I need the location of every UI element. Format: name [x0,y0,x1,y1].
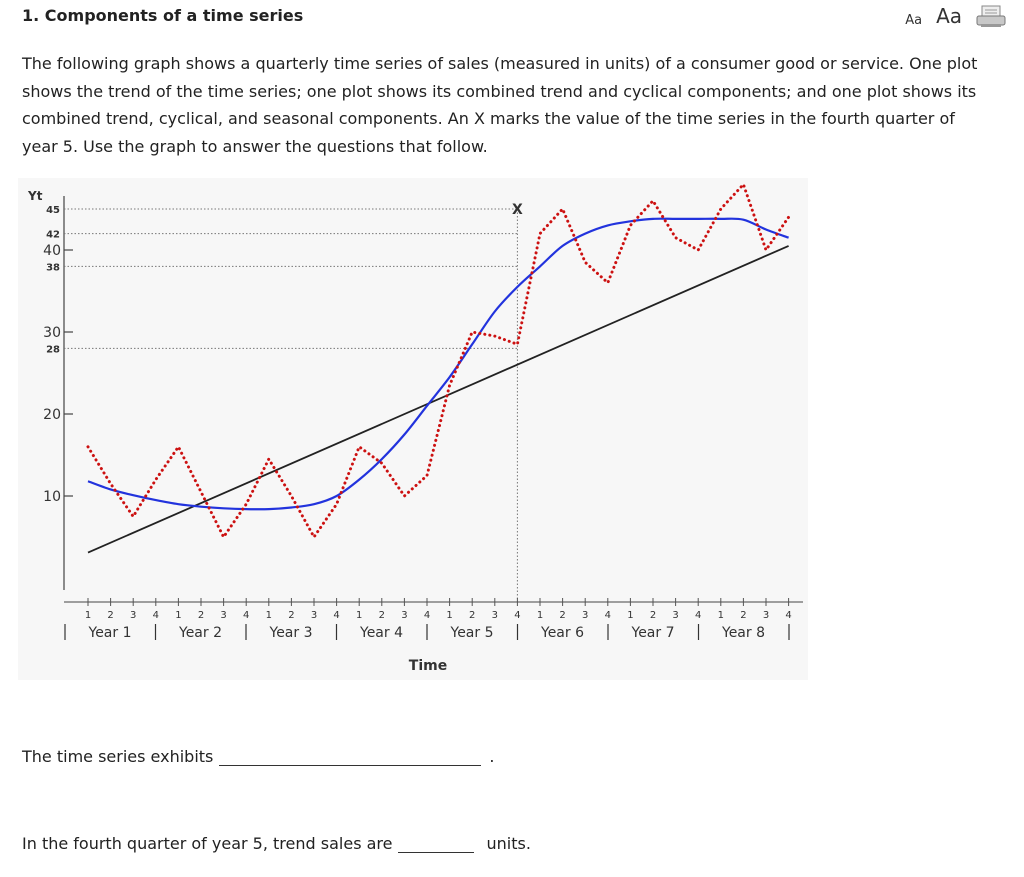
question-1-suffix: . [489,747,495,766]
quarter-label: 1 [266,610,272,621]
year-label: Year 2 [178,625,222,641]
quarter-label: 2 [559,610,565,621]
year-label: Year 6 [540,625,584,641]
quarter-label: 4 [605,610,611,621]
year-label: Year 1 [88,625,132,641]
quarter-label: 4 [243,610,249,621]
y-axis-label: Yt [27,189,43,203]
intro-paragraph: The following graph shows a quarterly ti… [22,54,978,156]
trend-line [87,245,789,554]
quarter-label: 1 [718,610,724,621]
increase-font-button[interactable]: Aa [936,4,962,28]
chart-background [18,178,808,680]
quarter-label: 4 [785,610,791,621]
y-tick-label: 20 [43,407,61,423]
quarter-label: 4 [695,610,701,621]
question-2-suffix: units. [486,834,531,853]
y-tick-label: 10 [43,489,61,505]
year-label: Year 4 [359,625,403,641]
question-1: The time series exhibits . [22,743,494,766]
y-ref-tick-label: 28 [46,344,60,355]
x-marker: X [512,202,523,218]
question-2: In the fourth quarter of year 5, trend s… [22,830,531,853]
quarter-label: 1 [537,610,543,621]
year-label: Year 8 [721,625,765,641]
quarter-label: 2 [650,610,656,621]
y-ref-tick-label: 38 [46,262,60,273]
quarter-label: 4 [333,610,339,621]
y-tick-label: 30 [43,325,61,341]
quarter-label: 3 [672,610,678,621]
year-label: Year 5 [450,625,494,641]
year-label: Year 3 [269,625,313,641]
toolbar: Aa Aa [905,4,1006,28]
quarter-label: 1 [356,610,362,621]
quarter-label: 4 [153,610,159,621]
y-ref-tick-label: 45 [46,205,60,216]
quarter-label: 1 [627,610,633,621]
quarter-label: 3 [763,610,769,621]
quarter-label: 1 [446,610,452,621]
question-2-text: In the fourth quarter of year 5, trend s… [22,834,393,853]
quarter-label: 3 [311,610,317,621]
quarter-label: 3 [492,610,498,621]
question-2-dropdown[interactable] [398,830,475,853]
x-axis-label: Time [409,658,447,674]
question-1-dropdown[interactable] [219,743,482,766]
trend-cyclical-curve [87,217,789,511]
quarter-label: 4 [514,610,520,621]
quarter-label: 1 [175,610,181,621]
quarter-label: 2 [740,610,746,621]
year-label: Year 7 [631,625,675,641]
print-icon[interactable] [976,4,1006,28]
y-ref-tick-label: 42 [46,230,60,241]
quarter-label: 1 [85,610,91,621]
quarter-label: 2 [379,610,385,621]
quarter-label: 3 [401,610,407,621]
quarter-label: 4 [424,610,430,621]
question-1-text: The time series exhibits [22,747,214,766]
quarter-label: 2 [198,610,204,621]
quarter-label: 2 [288,610,294,621]
decrease-font-button[interactable]: Aa [905,13,923,28]
quarter-label: 2 [107,610,113,621]
quarter-label: 3 [220,610,226,621]
seasonal-dotted-line [86,181,791,540]
question-title: 1. Components of a time series [22,6,304,25]
quarter-label: 3 [582,610,588,621]
y-tick-label: 40 [43,243,61,259]
quarter-label: 2 [469,610,475,621]
quarter-label: 3 [130,610,136,621]
